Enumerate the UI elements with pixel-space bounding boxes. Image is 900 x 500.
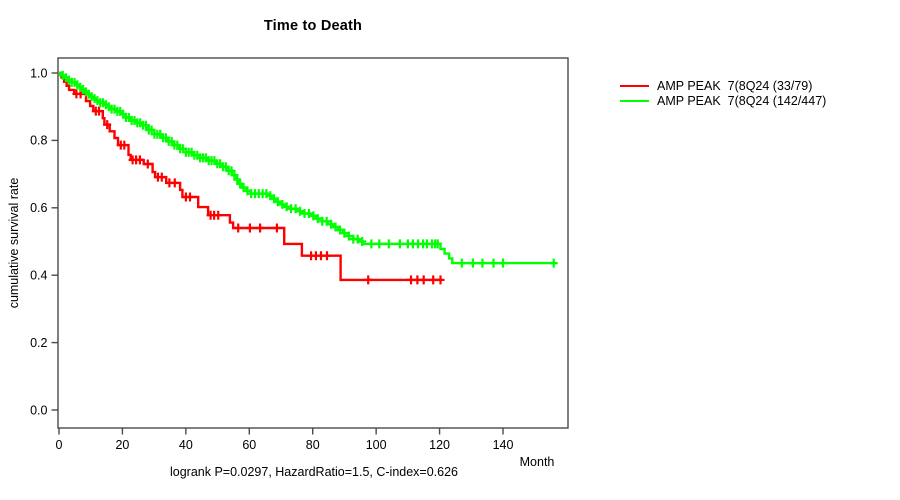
y-tick-label: 0.4 [30, 269, 47, 283]
legend-line-swatch [620, 100, 649, 102]
legend-item: AMP PEAK 7(8Q24 (33/79) [620, 79, 826, 93]
survival-curve-green [59, 71, 556, 265]
legend-line-swatch [620, 85, 649, 87]
censor-marks-red [72, 89, 445, 285]
x-tick-label: 80 [306, 438, 320, 452]
censor-marks-green [58, 70, 558, 268]
legend: AMP PEAK 7(8Q24 (33/79) AMP PEAK 7(8Q24 … [620, 79, 826, 108]
x-tick-label: 100 [366, 438, 387, 452]
plot-box [57, 57, 569, 429]
x-tick-label: 140 [493, 438, 514, 452]
y-tick-label: 0.8 [30, 134, 47, 148]
y-axis-title: cumulative survival rate [7, 177, 21, 309]
x-tick-label: 0 [56, 438, 63, 452]
stats-annotation: logrank P=0.0297, HazardRatio=1.5, C-ind… [169, 465, 459, 479]
legend-label: AMP PEAK 7(8Q24 (142/447) [657, 94, 827, 108]
x-tick-label: 60 [242, 438, 256, 452]
y-tick-label: 0.6 [30, 201, 47, 215]
x-tick-label: 40 [179, 438, 193, 452]
y-tick-label: 0.0 [30, 403, 47, 417]
y-tick-label: 1.0 [30, 66, 47, 80]
chart-title: Time to Death [263, 18, 363, 34]
y-tick-label: 0.2 [30, 336, 47, 350]
x-tick-label: 120 [429, 438, 450, 452]
survival-curve-red [59, 71, 442, 282]
legend-item: AMP PEAK 7(8Q24 (142/447) [620, 94, 826, 108]
x-tick-label: 20 [115, 438, 129, 452]
legend-label: AMP PEAK 7(8Q24 (33/79) [657, 79, 813, 93]
x-axis-title: Month [519, 455, 555, 469]
